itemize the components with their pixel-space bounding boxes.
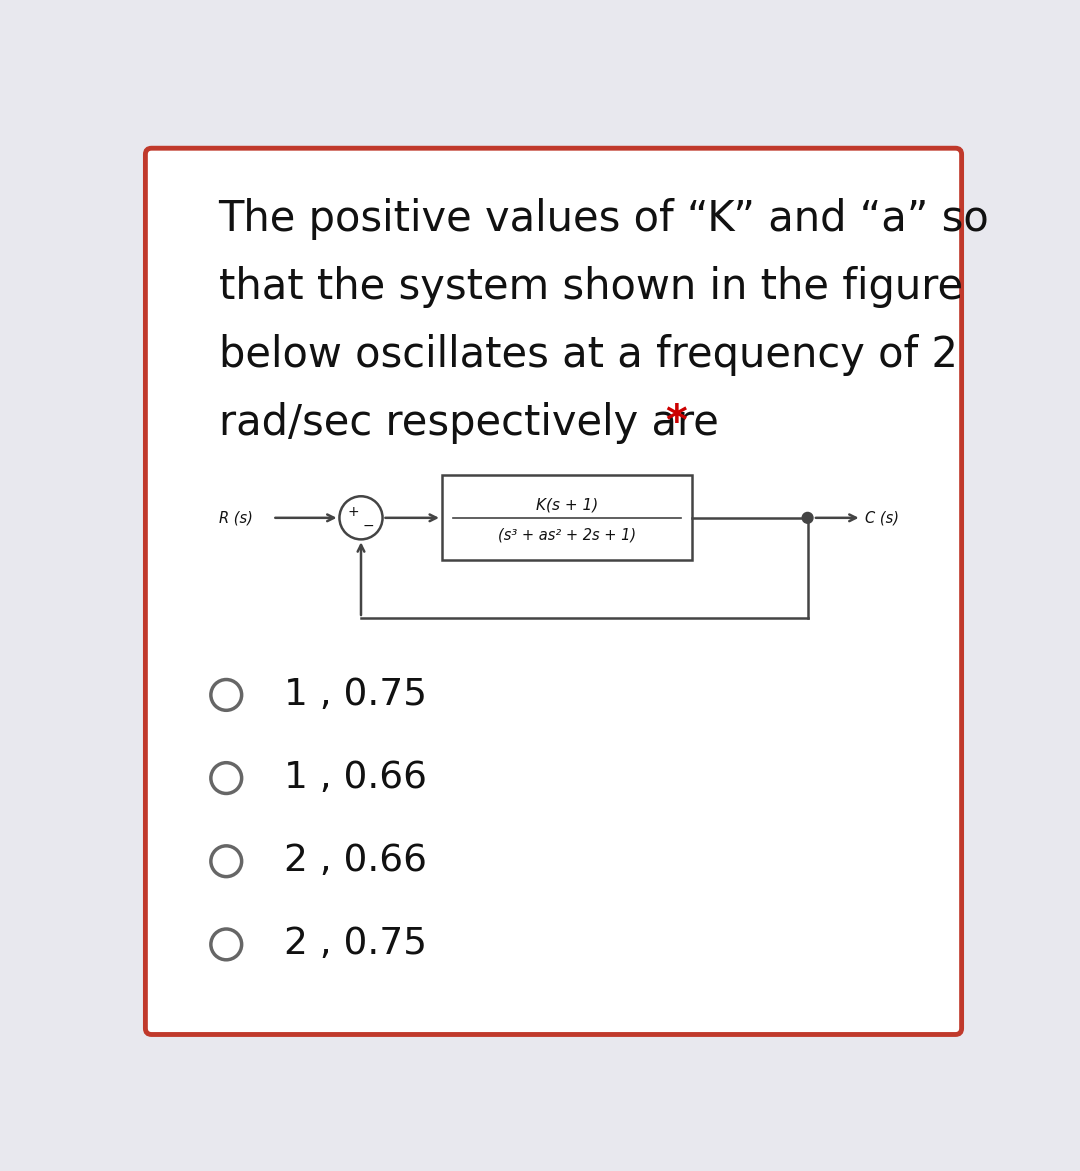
Text: C (s): C (s) bbox=[865, 511, 900, 526]
Text: −: − bbox=[363, 519, 375, 533]
Text: rad/sec respectively are: rad/sec respectively are bbox=[218, 402, 731, 444]
Text: The positive values of “K” and “a” so: The positive values of “K” and “a” so bbox=[218, 198, 989, 240]
FancyBboxPatch shape bbox=[146, 149, 961, 1034]
Text: 1 , 0.75: 1 , 0.75 bbox=[284, 677, 427, 713]
Text: *: * bbox=[665, 402, 687, 444]
Circle shape bbox=[802, 513, 813, 523]
Text: below oscillates at a frequency of 2: below oscillates at a frequency of 2 bbox=[218, 334, 958, 376]
Text: R (s): R (s) bbox=[218, 511, 253, 526]
Text: K(s + 1): K(s + 1) bbox=[536, 498, 598, 513]
Text: (s³ + as² + 2s + 1): (s³ + as² + 2s + 1) bbox=[498, 527, 636, 542]
Bar bbox=[442, 475, 692, 560]
Text: that the system shown in the figure: that the system shown in the figure bbox=[218, 266, 962, 308]
Text: 2 , 0.75: 2 , 0.75 bbox=[284, 926, 427, 963]
Text: 2 , 0.66: 2 , 0.66 bbox=[284, 843, 427, 879]
Text: 1 , 0.66: 1 , 0.66 bbox=[284, 760, 427, 796]
Text: +: + bbox=[348, 505, 360, 519]
